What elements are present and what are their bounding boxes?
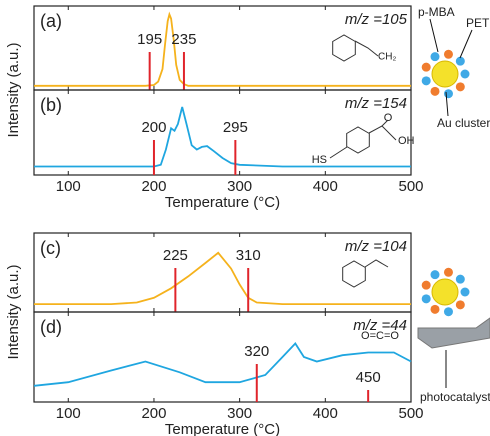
arrow (429, 18, 473, 117)
x-tick-label: 500 (398, 178, 423, 195)
ligand (443, 89, 453, 99)
molecule-ring (346, 126, 370, 154)
ligand (430, 270, 440, 280)
ligand (421, 62, 431, 72)
mz-annotation: m/z =104 (345, 238, 407, 255)
bond (364, 259, 389, 268)
structure-label: O (384, 112, 393, 124)
panel-label: (d) (40, 317, 62, 337)
ligand (455, 56, 465, 66)
ligand (443, 307, 453, 317)
photocatalyst-slab (417, 317, 490, 349)
ligand (430, 86, 440, 96)
ligand (455, 300, 465, 310)
ligand (443, 267, 453, 277)
structure-label: OH (398, 135, 415, 147)
x-tick-label: 300 (227, 405, 252, 422)
mz-annotation: m/z =105 (345, 11, 408, 28)
marker-label: 310 (236, 247, 261, 264)
ligand (455, 274, 465, 284)
ligand (460, 287, 470, 297)
x-tick-label: 500 (398, 405, 423, 422)
x-axis-label: Temperature (°C) (165, 194, 280, 211)
ligand (460, 69, 470, 79)
marker-label: 320 (244, 343, 269, 360)
x-tick-label: 100 (56, 178, 81, 195)
molecule-ring (332, 34, 356, 62)
bond (329, 119, 397, 159)
mz-annotation: m/z =154 (345, 95, 407, 112)
ligand (430, 52, 440, 62)
marker-label: 200 (141, 119, 166, 136)
x-tick-label: 400 (313, 178, 338, 195)
data-line (34, 251, 411, 305)
structure-label: CH₂ (378, 52, 396, 63)
panel-frame (33, 311, 412, 403)
schematic-label: PET (466, 16, 490, 30)
x-axis-label: Temperature (°C) (165, 421, 280, 436)
mz-annotation: m/z =44 (353, 317, 407, 334)
marker-label: 195 (137, 31, 162, 48)
marker-label: 450 (356, 369, 381, 386)
panel-label: (b) (40, 95, 62, 115)
marker-label: 235 (171, 31, 196, 48)
y-axis-label: Intensity (a.u.) (5, 42, 22, 137)
ligand (443, 49, 453, 59)
marker-label: 295 (223, 119, 248, 136)
ligand (421, 294, 431, 304)
schematic-label: p-MBA (418, 5, 455, 19)
schematic-label: Au cluster (437, 116, 490, 130)
x-tick-label: 200 (141, 405, 166, 422)
x-tick-label: 200 (141, 178, 166, 195)
y-axis-label: Intensity (a.u.) (5, 264, 22, 359)
ligand (430, 304, 440, 314)
au-cluster (431, 60, 459, 88)
panel-label: (a) (40, 11, 62, 31)
structure-label: O=C=O (361, 330, 399, 342)
x-tick-label: 100 (56, 405, 81, 422)
ligand (455, 82, 465, 92)
ligand (421, 280, 431, 290)
structure-label: HS (312, 154, 327, 166)
molecule-ring (342, 260, 366, 288)
panel-frame (33, 89, 412, 176)
bond (354, 40, 379, 57)
marker-label: 225 (163, 247, 188, 264)
data-line (33, 342, 412, 387)
au-cluster (431, 278, 459, 306)
ligand (421, 76, 431, 86)
x-tick-label: 400 (313, 405, 338, 422)
data-line (34, 106, 411, 168)
panel-label: (c) (40, 238, 61, 258)
x-tick-label: 300 (227, 178, 252, 195)
schematic-label: photocatalyst (420, 390, 490, 404)
